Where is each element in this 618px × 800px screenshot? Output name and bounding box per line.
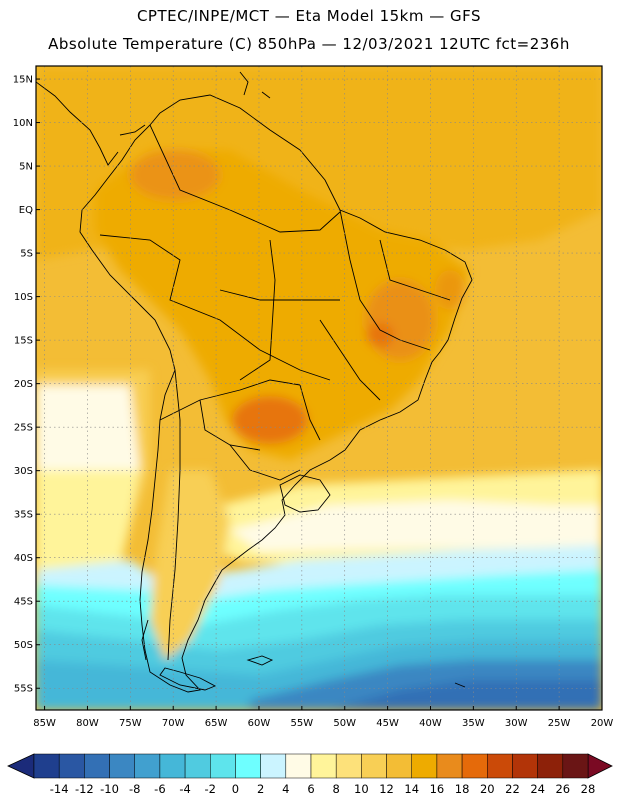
- colorbar-swatch: [461, 753, 488, 779]
- colorbar-swatch: [411, 753, 438, 779]
- colorbar-swatch: [487, 753, 513, 779]
- lon-tick-label: 65W: [205, 718, 228, 729]
- lat-tick-label: 10N: [13, 118, 33, 129]
- colorbar-label: -2: [205, 782, 216, 796]
- axis-ticks: 15N 10N 5N EQ 5S 10S 15S 20S 25S 30S 35S 40S 45S 50S 5…: [13, 75, 614, 729]
- lon-tick-label: 35W: [462, 718, 485, 729]
- lon-tick-label: 50W: [333, 718, 356, 729]
- colorbar-label: 20: [480, 782, 495, 796]
- lon-tick-label: 30W: [505, 718, 528, 729]
- colorbar-swatch: [109, 753, 135, 779]
- chart-title-line2: Absolute Temperature (C) 850hPa — 12/03/…: [48, 35, 570, 53]
- colorbar-label: 26: [555, 782, 570, 796]
- lon-tick-label: 60W: [248, 718, 271, 729]
- lat-tick-label: 35S: [14, 510, 33, 521]
- lat-tick-label: 25S: [14, 423, 33, 434]
- colorbar-label: -6: [154, 782, 165, 796]
- colorbar-label: 28: [581, 782, 596, 796]
- colorbar-swatch: [184, 753, 211, 779]
- lon-tick-label: 55W: [291, 718, 314, 729]
- lat-tick-label: EQ: [19, 205, 33, 216]
- colorbar-label: 10: [354, 782, 369, 796]
- lon-tick-label: 20W: [591, 718, 614, 729]
- colorbar-swatch: [235, 753, 261, 779]
- colorbar-swatch: [210, 753, 236, 779]
- colorbar-label: 0: [232, 782, 239, 796]
- colorbar-label: 2: [257, 782, 264, 796]
- colorbar-swatch: [386, 753, 412, 779]
- colorbar-label: 8: [333, 782, 340, 796]
- colorbar-label: 16: [430, 782, 445, 796]
- lat-tick-label: 5S: [20, 249, 33, 260]
- colorbar-label: 6: [307, 782, 314, 796]
- colorbar-label: -8: [129, 782, 140, 796]
- lat-tick-label: 10S: [14, 292, 33, 303]
- lon-tick-label: 85W: [33, 718, 56, 729]
- lon-tick-label: 25W: [548, 718, 571, 729]
- colorbar-swatch: [512, 753, 538, 779]
- colorbar-swatch: [84, 753, 110, 779]
- lat-tick-label: 45S: [14, 597, 33, 608]
- colorbar-label: -14: [50, 782, 69, 796]
- colorbar-swatch: [58, 753, 85, 779]
- colorbar-swatch: [134, 753, 161, 779]
- lon-tick-label: 45W: [376, 718, 399, 729]
- colorbar-label: -12: [75, 782, 94, 796]
- lon-tick-label: 80W: [76, 718, 99, 729]
- colorbar-under-triangle: [7, 753, 35, 779]
- map-frame: [35, 65, 603, 711]
- colorbar-label: 14: [404, 782, 419, 796]
- lat-tick-label: 40S: [14, 553, 33, 564]
- chart-title-line1: CPTEC/INPE/MCT — Eta Model 15km — GFS: [136, 7, 482, 25]
- lat-tick-label: 55S: [14, 684, 33, 695]
- colorbar-label: 4: [282, 782, 289, 796]
- lat-tick-label: 50S: [14, 640, 33, 651]
- colorbar: -14 -12 -10 -8 -6 -4 -2 0 2 4 6 8 10 12 14 16 18 20 22 24 26…: [7, 753, 613, 796]
- lat-tick-label: 15S: [14, 336, 33, 347]
- colorbar-over-triangle: [587, 753, 613, 779]
- lon-tick-label: 40W: [419, 718, 442, 729]
- colorbar-swatch: [361, 753, 387, 779]
- colorbar-swatch: [285, 753, 312, 779]
- colorbar-swatch: [310, 753, 337, 779]
- colorbar-label: 18: [455, 782, 470, 796]
- colorbar-swatch: [33, 753, 60, 779]
- colorbar-label: -4: [179, 782, 190, 796]
- colorbar-swatch: [260, 753, 287, 779]
- colorbar-swatch: [159, 753, 186, 779]
- colorbar-label: -10: [100, 782, 119, 796]
- colorbar-label: 24: [530, 782, 545, 796]
- colorbar-swatch: [436, 753, 463, 779]
- lon-tick-label: 75W: [119, 718, 142, 729]
- temperature-field: [36, 66, 602, 710]
- lat-tick-label: 20S: [14, 379, 33, 390]
- colorbar-swatch: [537, 753, 564, 779]
- coastlines-borders: [36, 71, 473, 693]
- lon-tick-label: 70W: [162, 718, 185, 729]
- lat-tick-label: 5N: [19, 162, 33, 173]
- graticule: [36, 66, 603, 710]
- lat-tick-label: 30S: [14, 466, 33, 477]
- colorbar-swatch: [562, 753, 589, 779]
- colorbar-label: 22: [505, 782, 520, 796]
- colorbar-label: 12: [379, 782, 394, 796]
- lat-tick-label: 15N: [13, 75, 33, 86]
- colorbar-swatch: [335, 753, 362, 779]
